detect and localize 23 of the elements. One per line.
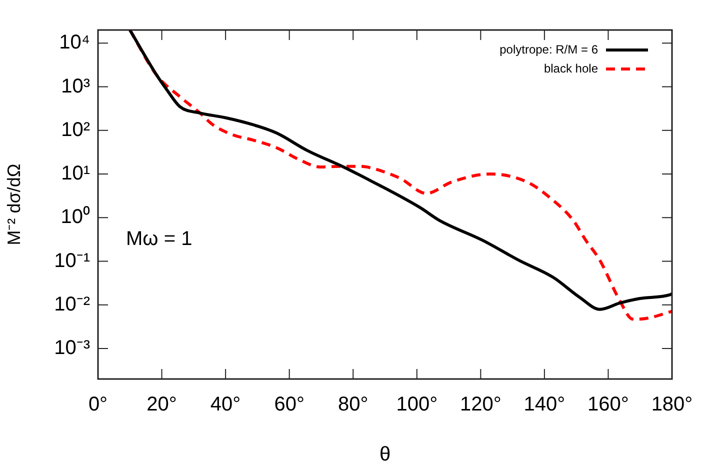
y-tick-label: 10⁰ bbox=[60, 205, 90, 228]
legend-label: polytrope: R/M = 6 bbox=[500, 42, 598, 56]
x-tick-label: 40° bbox=[210, 394, 241, 416]
legend-label: black hole bbox=[544, 61, 598, 76]
x-tick-label: 0° bbox=[88, 394, 108, 416]
y-tick-label: 10⁴ bbox=[59, 32, 90, 54]
y-tick-label: 10⁻³ bbox=[54, 337, 90, 360]
x-tick-label: 100° bbox=[396, 394, 438, 416]
y-tick-label: 10⁻¹ bbox=[54, 250, 90, 272]
x-tick-label: 120° bbox=[460, 394, 502, 416]
y-axis-title: M⁻² dσ/dΩ bbox=[4, 164, 24, 246]
y-tick-label: 10³ bbox=[61, 75, 90, 98]
x-tick-label: 180° bbox=[651, 394, 693, 416]
x-tick-label: 140° bbox=[524, 394, 566, 416]
y-tick-label: 10⁻² bbox=[54, 293, 90, 316]
y-tick-label: 10² bbox=[61, 118, 90, 141]
annotation: Mω = 1 bbox=[126, 228, 192, 250]
x-axis-title: θ bbox=[379, 444, 391, 466]
x-tick-label: 160° bbox=[588, 394, 629, 416]
y-tick-label: 10¹ bbox=[61, 162, 90, 185]
x-tick-label: 20° bbox=[146, 394, 177, 416]
x-tick-label: 80° bbox=[338, 394, 368, 416]
x-tick-label: 60° bbox=[274, 394, 304, 416]
